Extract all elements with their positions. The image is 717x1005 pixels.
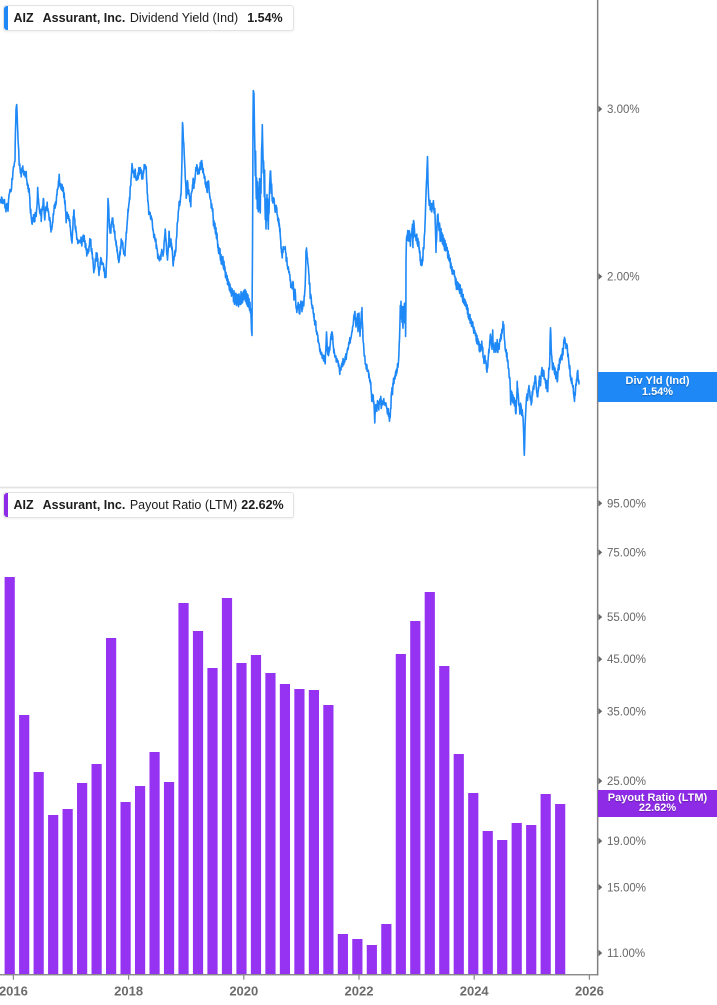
svg-text:75.00%: 75.00% <box>607 548 646 560</box>
svg-text:45.00%: 45.00% <box>607 654 646 666</box>
svg-text:2026: 2026 <box>575 984 604 999</box>
svg-text:2024: 2024 <box>460 984 490 999</box>
svg-text:3.00%: 3.00% <box>607 104 640 116</box>
svg-text:15.00%: 15.00% <box>607 882 646 894</box>
svg-text:95.00%: 95.00% <box>607 498 646 510</box>
svg-text:2.00%: 2.00% <box>607 272 640 284</box>
svg-text:25.00%: 25.00% <box>607 776 646 788</box>
svg-text:55.00%: 55.00% <box>607 612 646 624</box>
svg-text:35.00%: 35.00% <box>607 706 646 718</box>
svg-text:2018: 2018 <box>114 984 143 999</box>
svg-text:19.00%: 19.00% <box>607 836 646 848</box>
svg-text:2020: 2020 <box>229 984 258 999</box>
svg-text:2022: 2022 <box>345 984 374 999</box>
svg-text:2016: 2016 <box>0 984 28 999</box>
svg-text:11.00%: 11.00% <box>607 948 645 960</box>
